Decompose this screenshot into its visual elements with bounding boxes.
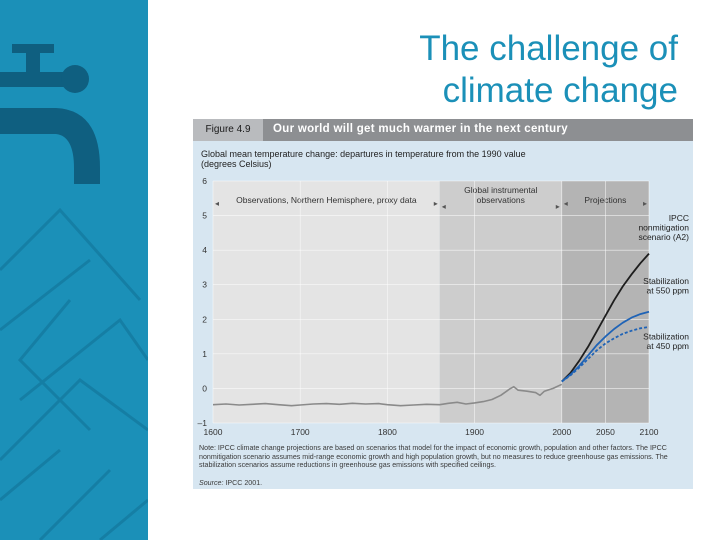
y-tick-label-7: –1 (198, 418, 208, 428)
region-arrow-left-1: ◂ (442, 202, 446, 211)
source-value: IPCC 2001. (225, 479, 263, 487)
slide-title-line-2: climate change (442, 71, 678, 110)
chart-grid (212, 180, 650, 424)
temperature-chart: Global mean temperature change: departur… (198, 149, 690, 437)
annotation-2: Stabilization at 450 ppm (643, 331, 689, 351)
x-tick-label-0: 1600 (204, 427, 223, 437)
annotation-0: IPCC nonmitigation scenario (A2) (638, 213, 689, 242)
source-label: Source: (199, 479, 224, 487)
y-tick-label-6: 0 (202, 383, 207, 393)
y-tick-label-0: 6 (202, 176, 207, 186)
chart-annotations: IPCC nonmitigation scenario (A2) Stabilizat… (638, 213, 689, 351)
region-arrow-left-0: ◂ (215, 199, 219, 208)
region-arrow-left-2: ◂ (564, 199, 568, 208)
region-label-0: Observations, Northern Hemisphere, proxy… (236, 195, 417, 205)
figure-number: Figure 4.9 (193, 119, 263, 141)
region-band-1 (439, 181, 562, 423)
chart-title: Global mean temperature change: departur… (201, 149, 526, 159)
region-arrow-right-0: ▸ (434, 199, 438, 208)
x-tick-label-4: 2000 (552, 427, 571, 437)
x-tick-label-1: 1700 (291, 427, 310, 437)
x-tick-label-5: 2050 (596, 427, 615, 437)
chart-regions: Observations, Northern Hemisphere, proxy… (213, 181, 649, 423)
region-band-0 (213, 181, 440, 423)
chart-series (212, 252, 650, 407)
chart-subtitle: (degrees Celsius) (201, 159, 272, 169)
figure-panel: Figure 4.9 Our world will get much warme… (193, 119, 693, 489)
x-tick-label-2: 1800 (378, 427, 397, 437)
figure-note: Note: IPCC climate change projections ar… (199, 444, 668, 470)
y-tick-label-3: 3 (202, 280, 207, 290)
series-line-2 (561, 310, 650, 383)
x-tick-label-6: 2100 (640, 427, 659, 437)
series-line-3 (561, 326, 650, 383)
faucet-decoration-icon (0, 44, 148, 540)
y-tick-label-4: 2 (202, 314, 207, 324)
series-line-0 (212, 383, 563, 407)
side-decoration-panel (0, 0, 148, 540)
region-arrow-right-2: ▸ (643, 199, 647, 208)
region-arrow-right-1: ▸ (556, 202, 560, 211)
figure-headline: Our world will get much warmer in the ne… (273, 123, 568, 135)
x-tick-label-3: 1900 (465, 427, 484, 437)
y-tick-label-1: 5 (202, 211, 207, 221)
y-tick-label-5: 1 (202, 349, 207, 359)
figure-source: Source: IPCC 2001. (199, 479, 262, 487)
y-tick-label-2: 4 (202, 245, 207, 255)
figure-header: Figure 4.9 Our world will get much warme… (193, 119, 693, 141)
slide-title: The challenge of climate change (258, 28, 678, 112)
region-label-1: Global instrumental observations (464, 185, 537, 205)
annotation-1: Stabilization at 550 ppm (643, 276, 689, 296)
series-line-1 (561, 252, 650, 383)
slide-title-line-1: The challenge of (419, 29, 678, 68)
